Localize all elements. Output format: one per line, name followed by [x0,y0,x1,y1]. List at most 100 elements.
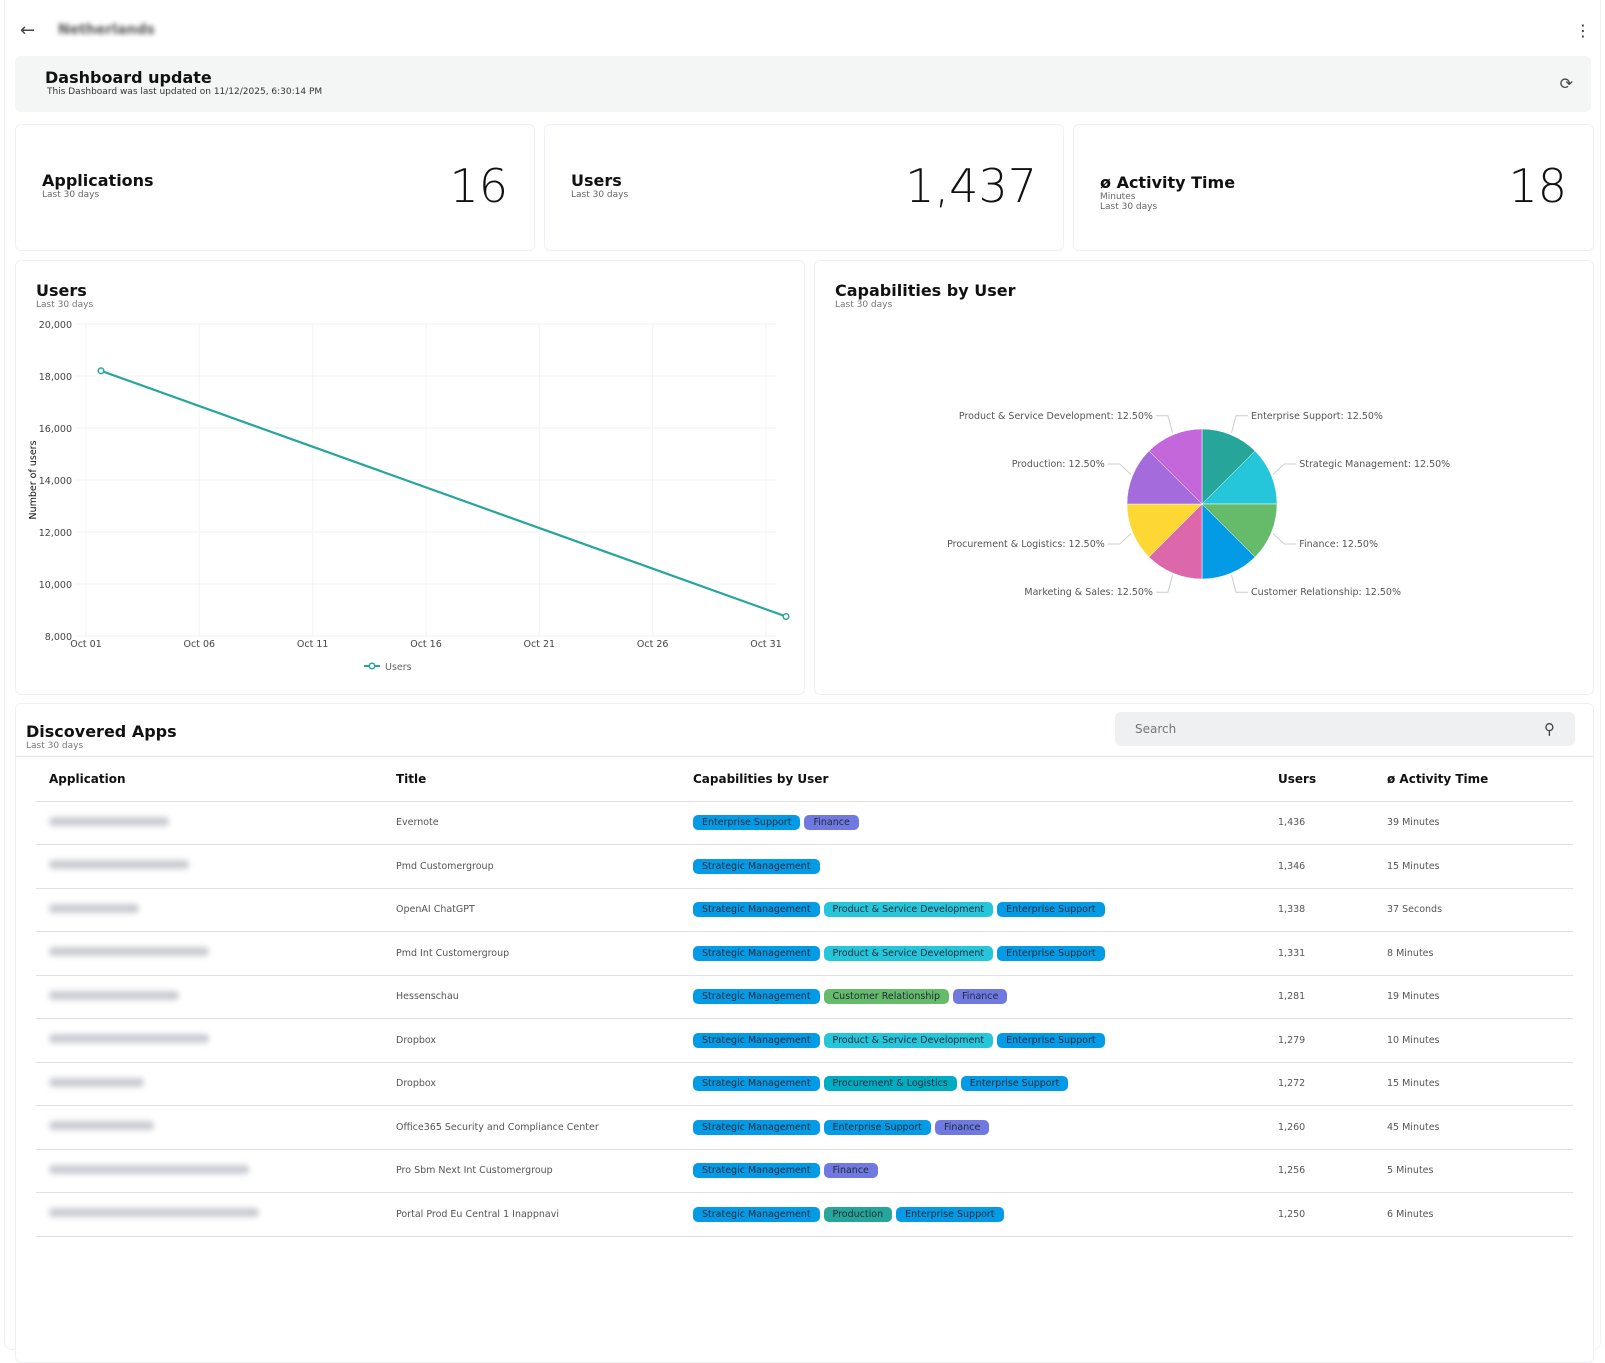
capability-tag: Finance [935,1119,990,1135]
capability-tag: Enterprise Support [997,902,1105,918]
blurred-application-url[interactable] [49,816,169,826]
table-row[interactable]: Portal Prod Eu Central 1 Inappnavi Strat… [36,1192,1573,1237]
blurred-application-url[interactable] [49,1034,209,1044]
capability-tag: Strategic Management [693,1163,820,1179]
col-title[interactable]: Title [396,757,693,802]
blurred-application-url[interactable] [49,1208,259,1218]
blurred-application-url[interactable] [49,860,189,870]
table-row[interactable]: Evernote Enterprise Support Finance 1,436… [36,801,1573,845]
legend-marker [368,662,376,670]
pie-label-connector [1155,575,1174,593]
capability-tag: Enterprise Support [896,1206,1004,1222]
more-options-icon[interactable]: ⋮ [1575,20,1591,40]
kpi-users: Users Last 30 days 1,437 [544,124,1064,251]
kpi-sub: Last 30 days [571,190,629,200]
pie-slice [1126,450,1203,505]
kpi-sub: Last 30 days [42,190,100,200]
blurred-application-url[interactable] [49,1121,154,1131]
pie-slice [1201,428,1256,505]
col-application[interactable]: Application [36,757,396,802]
chart-subtitle: Last 30 days [36,300,94,310]
app-activity-time: 6 Minutes [1387,1192,1573,1237]
app-users: 1,436 [1278,801,1387,845]
col-capabilities[interactable]: Capabilities by User [693,757,1278,802]
x-tick-label: Oct 11 [297,639,329,650]
capability-tag: Strategic Management [693,1206,820,1222]
x-tick-label: Oct 06 [184,639,216,650]
table-row[interactable]: Pmd Int Customergroup Strategic Manageme… [36,931,1573,976]
kpi-value: 1,437 [905,159,1037,213]
capability-tag: Enterprise Support [693,815,801,831]
pie-label-connector [1272,463,1297,475]
x-tick-label: Oct 01 [70,639,102,650]
table-row[interactable]: Dropbox Strategic Management Procurement … [36,1062,1573,1106]
app-users: 1,250 [1278,1192,1387,1237]
app-capabilities: Strategic Management Customer Relationshi… [693,975,1278,1019]
capability-tag: Customer Relationship [823,989,950,1005]
blurred-application-url[interactable] [49,1164,249,1174]
apps-table: Application Title Capabilities by User U… [36,757,1573,1237]
refresh-icon[interactable]: ⟳ [1559,74,1573,93]
chart-title: Users [36,281,87,300]
app-capabilities: Strategic Management [693,844,1278,889]
capability-tag: Strategic Management [693,1032,820,1048]
blurred-application-url[interactable] [49,990,179,1000]
kpi-sub2: Last 30 days [1100,202,1158,212]
data-point [782,612,790,621]
app-title: Pro Sbm Next Int Customergroup [396,1149,693,1193]
blurred-application-url[interactable] [49,1077,144,1087]
kpi-value: 16 [449,159,508,213]
col-users[interactable]: Users [1278,757,1387,802]
apps-subtitle: Last 30 days [26,741,84,751]
table-row[interactable]: Pro Sbm Next Int Customergroup Strategic… [36,1149,1573,1193]
app-title: Dropbox [396,1062,693,1106]
legend-label: Users [385,662,412,673]
table-row[interactable]: Office365 Security and Compliance Center… [36,1105,1573,1150]
kpi-sub: Minutes [1100,192,1136,202]
y-axis-label: Number of users [28,440,39,519]
table-row[interactable]: Hessenschau Strategic Management Customer… [36,975,1573,1019]
blurred-application-url[interactable] [49,947,209,957]
app-activity-time: 5 Minutes [1387,1149,1573,1193]
y-tick-label: 10,000 [39,580,72,591]
capability-tag: Enterprise Support [960,1076,1069,1092]
blurred-page-title: Netherlands [58,22,155,38]
kpi-value: 18 [1508,159,1567,213]
x-tick-label: Oct 21 [524,639,556,650]
capability-tag: Product & Service Development [823,1032,994,1048]
pie-label-connector [1230,415,1249,433]
back-arrow-icon[interactable]: ← [20,19,36,41]
app-capabilities: Strategic Management Production Enterprise… [693,1192,1278,1237]
app-users: 1,272 [1278,1062,1387,1106]
capabilities-chart-card: Capabilities by User Last 30 days Enterp… [814,260,1594,695]
blurred-application-url[interactable] [49,903,139,913]
users-series-line [100,369,787,618]
pie-slice-label: Strategic Management: 12.50% [1299,459,1450,470]
search-box[interactable]: ⚲ [1115,712,1575,746]
kpi-title: Users [571,171,622,190]
capability-tag: Finance [823,1163,878,1179]
search-input[interactable] [1135,722,1544,736]
app-users: 1,338 [1278,888,1387,932]
pie-label-connector [1155,415,1174,433]
app-title: Office365 Security and Compliance Center [396,1105,693,1150]
app-title: Hessenschau [396,975,693,1019]
app-users: 1,331 [1278,931,1387,976]
col-activity-time[interactable]: ø Activity Time [1387,757,1573,802]
table-row[interactable]: Dropbox Strategic Management Product & Se… [36,1018,1573,1063]
table-row[interactable]: Pmd Customergroup Strategic Management 1… [36,844,1573,889]
table-row[interactable]: OpenAI ChatGPT Strategic Management Produ… [36,888,1573,932]
pie-slice-label: Procurement & Logistics: 12.50% [947,539,1105,550]
app-activity-time: 19 Minutes [1387,975,1573,1019]
search-icon[interactable]: ⚲ [1544,720,1555,738]
pie-slice [1201,503,1278,558]
app-users: 1,260 [1278,1105,1387,1150]
capability-tag: Enterprise Support [997,945,1105,961]
capability-tag: Strategic Management [693,1076,820,1092]
app-capabilities: Strategic Management Product & Service De… [693,1018,1278,1063]
app-capabilities: Strategic Management Product & Service De… [693,931,1278,976]
pie-slice [1148,428,1203,505]
app-users: 1,281 [1278,975,1387,1019]
capability-tag: Strategic Management [693,1119,820,1135]
kpi-activity-time: ø Activity Time Minutes Last 30 days 18 [1073,124,1594,251]
